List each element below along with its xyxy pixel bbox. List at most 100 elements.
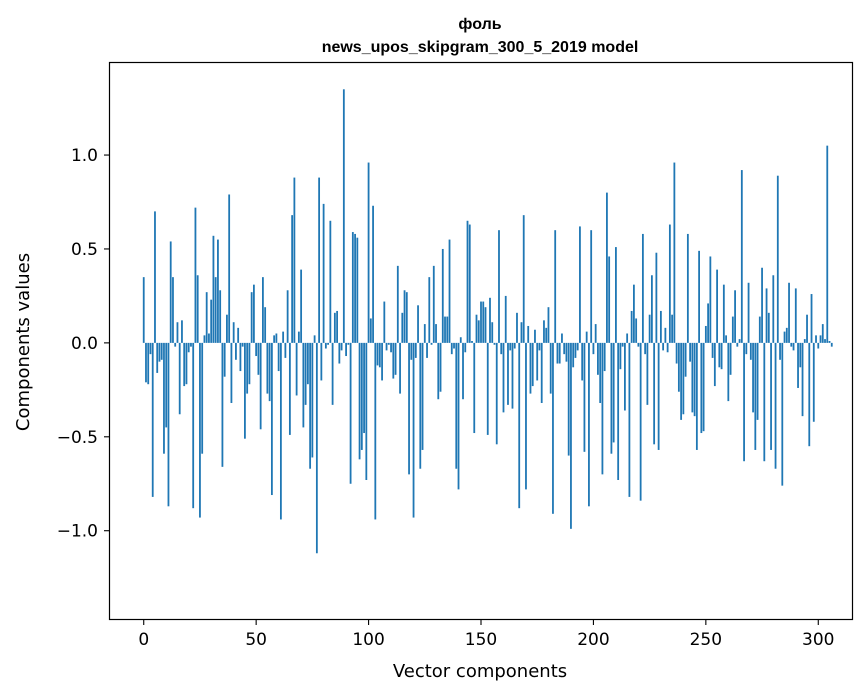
bar [365,342,368,480]
bar [208,333,210,343]
bar [707,303,709,343]
bar [399,342,401,394]
bar [579,226,581,343]
bar [803,339,806,343]
bar [309,342,312,469]
bar [606,192,608,343]
bar [612,342,615,443]
bar [239,342,242,372]
bar [468,224,471,343]
bar [545,327,548,343]
bar [248,342,251,385]
bar [570,342,572,529]
bar [824,339,826,343]
bar [826,145,829,343]
bar [250,292,253,343]
bar [356,237,359,343]
bar [756,342,759,420]
bar [745,342,748,355]
bar [327,342,329,345]
bar [381,342,383,381]
bar [507,342,509,405]
bar [588,342,590,507]
bar [147,342,150,385]
bar [639,342,642,501]
bar [448,239,451,343]
bar [563,342,566,355]
bar [201,342,204,454]
bar [522,215,525,343]
bar [464,342,467,353]
bar [641,233,644,343]
bar [385,342,388,351]
bar [419,342,422,469]
bar [761,267,763,343]
bar [828,341,831,343]
bar [329,220,332,343]
bar [232,322,235,343]
bar [713,342,716,387]
bar [817,342,820,349]
bar [444,316,446,343]
bar [801,342,804,417]
bar [799,342,802,368]
bar [797,342,799,388]
bar [772,275,775,343]
bar [590,230,593,343]
bar [360,342,363,450]
bar [185,342,188,385]
bar [432,265,435,343]
bar [295,342,298,396]
bar [491,322,494,343]
bar [581,342,584,381]
bar [736,342,739,347]
bar [435,324,437,343]
bar [455,342,458,469]
bar [693,342,696,417]
bar [815,335,817,343]
bar [794,288,797,343]
bar [774,342,777,469]
bar [302,342,305,428]
bar [151,342,154,497]
bar [686,233,689,343]
bar [284,342,287,358]
bar [293,177,296,343]
bar [484,307,487,343]
bar [659,310,662,343]
bar [830,342,833,347]
bar [493,342,496,345]
bar [653,342,656,445]
bar [376,342,379,366]
bar [477,320,480,343]
bar [821,324,824,343]
bar [266,342,269,394]
bar [313,335,316,343]
bar [174,342,177,347]
bar [628,342,631,497]
bar [718,342,721,368]
bar [158,342,161,362]
bar [221,342,224,467]
bar [565,342,568,362]
bar [518,342,521,509]
bar [534,329,536,343]
bar [223,342,226,377]
bar [181,320,183,343]
bar [695,342,698,450]
bar [405,292,408,343]
bar [273,335,276,343]
bar [194,207,197,343]
bar [437,342,440,400]
bar [237,327,240,343]
plot-frame [108,61,854,621]
bar [520,322,523,343]
bar [351,232,354,343]
bar [412,342,415,518]
bar [286,290,289,343]
bar [241,342,244,347]
bar [543,320,545,343]
bar [392,342,395,379]
y-tick-label: 0.0 [71,334,98,354]
